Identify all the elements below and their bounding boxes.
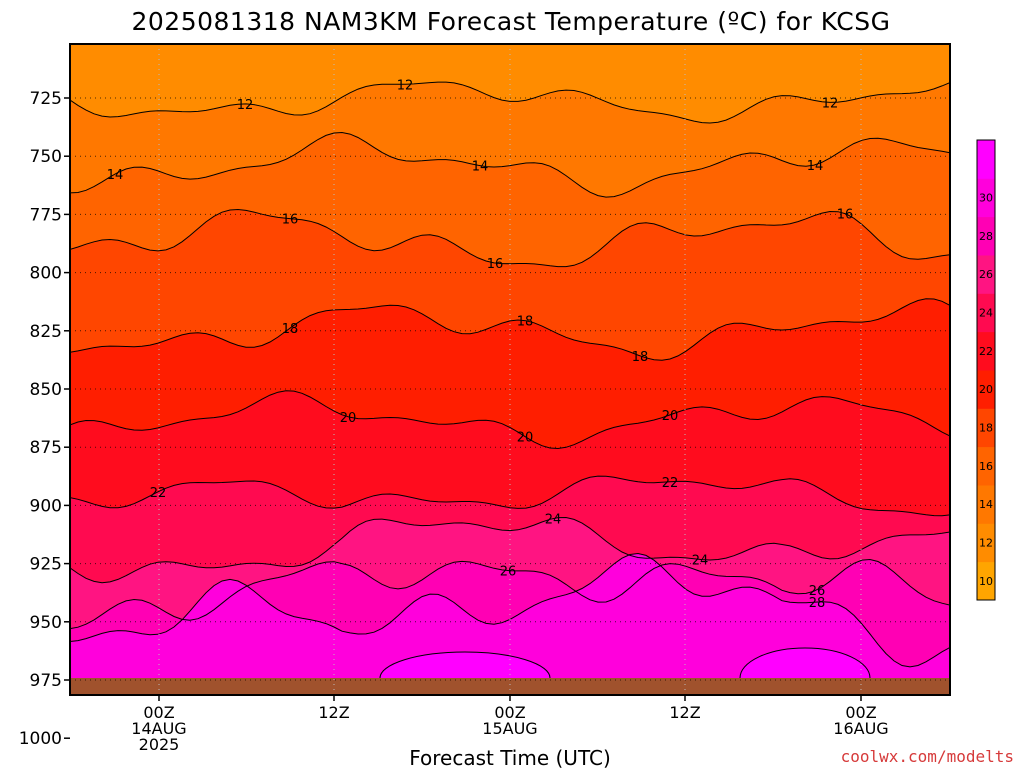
y-tick-label: 800 <box>30 264 62 284</box>
colorbar-swatch <box>977 485 995 524</box>
contour-label: 16 <box>487 257 504 272</box>
colorbar-label: 14 <box>979 498 993 511</box>
contour-label: 26 <box>809 584 826 599</box>
contour-label: 12 <box>237 98 254 113</box>
contour-label: 18 <box>282 322 299 337</box>
y-tick-label: 925 <box>30 555 62 575</box>
colorbar-label: 12 <box>979 537 993 550</box>
colorbar-swatch <box>977 561 995 601</box>
colorbar-label: 22 <box>979 345 993 358</box>
contour-label: 16 <box>837 208 854 223</box>
y-tick-label: 875 <box>30 438 62 458</box>
colorbar-label: 24 <box>979 307 993 320</box>
y-tick-label: 850 <box>30 380 62 400</box>
isotherm-line <box>70 131 950 198</box>
colorbar-swatch <box>977 255 995 294</box>
colorbar-border <box>976 139 996 601</box>
plot-area <box>70 44 950 695</box>
watermark: coolwx.com/modelts <box>841 747 1014 766</box>
colorbar: 10 12 14 16 18 20 22 24 26 28 30 <box>976 139 996 601</box>
colorbar-swatch <box>977 293 995 333</box>
y-tick-label: 1000 <box>19 729 62 749</box>
y-tick-label: 825 <box>30 322 62 342</box>
colorbar-label: 20 <box>979 383 993 396</box>
contour-label: 12 <box>397 78 414 93</box>
contour-label: 14 <box>472 160 489 175</box>
contour-label: 24 <box>545 513 562 528</box>
contour-label: 22 <box>662 476 679 491</box>
colorbar-swatch <box>977 216 995 256</box>
y-tick-label: 775 <box>30 205 62 225</box>
isotherm-line <box>70 558 950 630</box>
colorbar-swatch <box>977 370 995 409</box>
isotherm-line <box>70 475 950 517</box>
isotherm-line <box>70 390 950 450</box>
colorbar-label: 30 <box>979 192 993 205</box>
contour-label: 26 <box>500 565 517 580</box>
isotherm-line <box>70 81 950 124</box>
y-tick-label: 725 <box>30 89 62 109</box>
x-tick-label: 00Z <box>494 703 525 722</box>
x-tick-label: 2025 <box>139 735 180 754</box>
contour-label: 18 <box>517 315 534 330</box>
colorbar-swatch <box>977 408 995 448</box>
temperature-band <box>70 553 950 667</box>
contour-label: 20 <box>517 431 534 446</box>
colorbar-swatch <box>977 140 995 179</box>
temperature-band <box>70 390 950 516</box>
contour-label: 20 <box>662 409 679 424</box>
temperature-band <box>70 298 950 449</box>
contour-label: 14 <box>107 168 124 183</box>
colorbar-label: 10 <box>979 575 993 588</box>
colorbar-swatch <box>977 178 995 218</box>
contour-label: 18 <box>632 350 649 365</box>
colorbar-label: 26 <box>979 268 993 281</box>
y-tick-label: 750 <box>30 147 62 167</box>
y-tick-label: 950 <box>30 613 62 633</box>
contour-label: 24 <box>692 553 709 568</box>
y-tick-label: 900 <box>30 496 62 516</box>
ground-surface <box>70 678 950 695</box>
x-axis-label: Forecast Time (UTC) <box>409 746 611 768</box>
x-tick-label: 12Z <box>669 703 700 722</box>
colorbar-label: 28 <box>979 230 993 243</box>
x-tick-label: 00Z <box>845 703 876 722</box>
colorbar-swatch <box>977 523 995 563</box>
contour-label: 20 <box>340 411 357 426</box>
contour-label: 14 <box>807 159 824 174</box>
colorbar-swatch <box>977 331 995 371</box>
chart-title: 2025081318 NAM3KM Forecast Temperature (… <box>132 7 891 36</box>
colorbar-swatch <box>977 446 995 486</box>
contour-label: 16 <box>282 213 299 228</box>
colorbar-label: 16 <box>979 460 993 473</box>
x-tick-label: 12Z <box>318 703 349 722</box>
x-tick-label: 00Z <box>143 703 174 722</box>
contour-label: 22 <box>150 486 167 501</box>
x-tick-label: 15AUG <box>482 719 537 738</box>
colorbar-label: 18 <box>979 422 993 435</box>
y-tick-label: 975 <box>30 671 62 691</box>
contour-label: 28 <box>809 596 826 611</box>
x-tick-label: 14AUG <box>131 719 186 738</box>
isotherm-line <box>70 516 950 584</box>
contour-label: 12 <box>822 96 839 111</box>
x-tick-label: 16AUG <box>833 719 888 738</box>
isotherm-line <box>70 208 950 268</box>
isotherm-line <box>70 298 950 361</box>
